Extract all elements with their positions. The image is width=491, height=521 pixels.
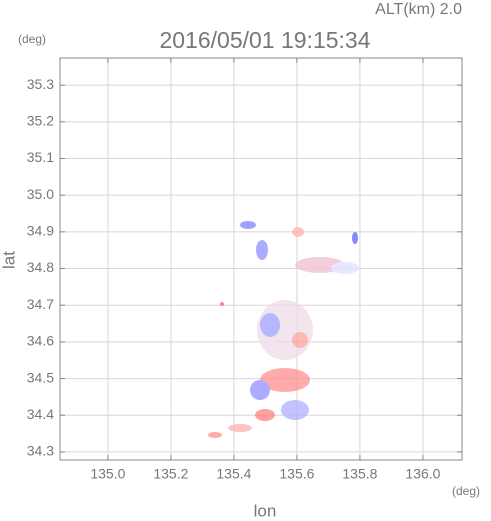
y-tick-label: 35.2	[27, 113, 54, 129]
y-tick-label: 35.0	[27, 186, 54, 202]
y-tick-label: 35.3	[27, 76, 54, 92]
y-tick-label: 35.1	[27, 149, 54, 165]
echo	[260, 368, 310, 392]
chart-title: 2016/05/01 19:15:34	[159, 27, 370, 53]
grid	[60, 58, 462, 460]
echo	[292, 227, 304, 237]
x-tick-label: 135.2	[153, 466, 188, 482]
echo	[208, 432, 222, 438]
echo	[331, 262, 359, 274]
y-unit: (deg)	[18, 32, 46, 46]
x-tick-label: 135.6	[279, 466, 314, 482]
echo	[240, 221, 256, 229]
x-tick-label: 135.0	[90, 466, 125, 482]
y-tick-label: 34.4	[27, 406, 54, 422]
echo	[250, 380, 270, 400]
y-tick-label: 34.8	[27, 259, 54, 275]
y-tick-label: 34.3	[27, 443, 54, 459]
echo	[220, 302, 224, 306]
y-tick-label: 34.7	[27, 296, 54, 312]
x-tick-label: 135.4	[216, 466, 251, 482]
echo	[281, 400, 309, 420]
echo	[352, 232, 358, 244]
echo	[256, 240, 268, 260]
x-tick-label: 136.0	[405, 466, 440, 482]
echoes	[208, 221, 359, 438]
x-unit: (deg)	[452, 484, 480, 498]
echo	[260, 313, 280, 337]
y-tick-label: 34.5	[27, 369, 54, 385]
echo	[228, 424, 252, 432]
plot-frame	[59, 57, 463, 461]
x-tick-label: 135.8	[342, 466, 377, 482]
y-tick-label: 34.6	[27, 333, 54, 349]
y-tick-label: 34.9	[27, 223, 54, 239]
echo	[255, 409, 275, 421]
altitude-label: ALT(km) 2.0	[375, 1, 462, 18]
x-axis-label: lon	[254, 501, 277, 520]
y-axis-label: lat	[0, 251, 18, 269]
echo	[292, 332, 308, 348]
